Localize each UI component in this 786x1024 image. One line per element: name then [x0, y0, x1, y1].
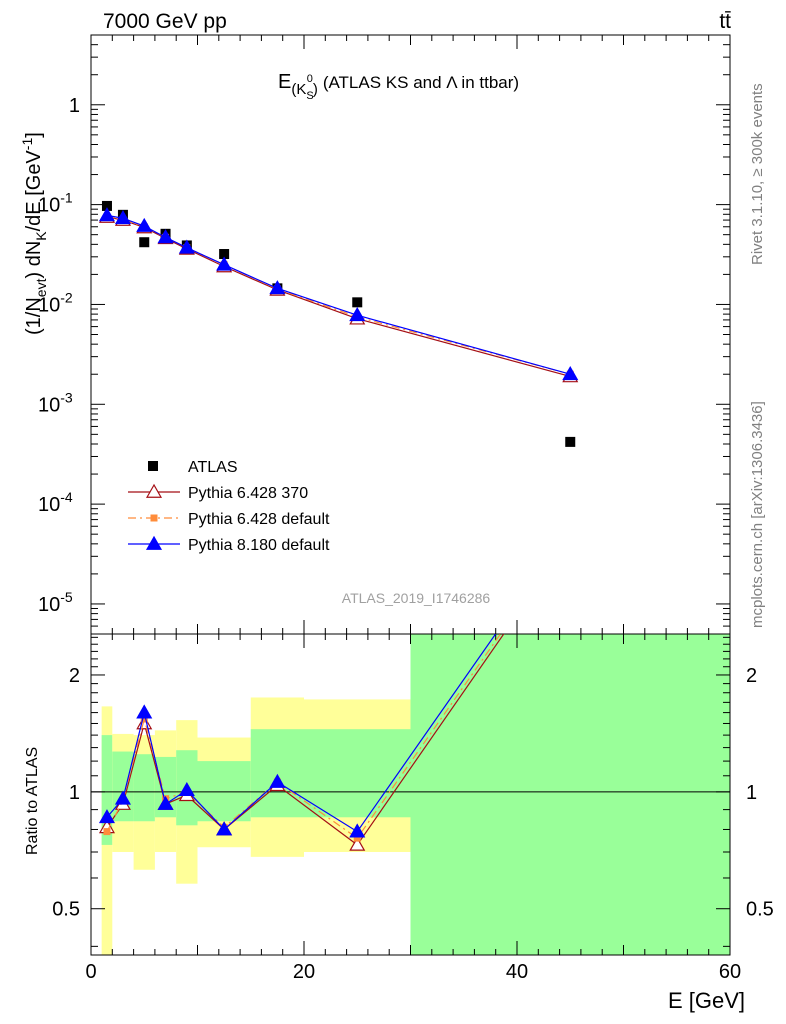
x-axis-label: E [GeV]	[668, 988, 745, 1013]
atlas-point	[139, 237, 150, 248]
rivet-label: Rivet 3.1.10, ≥ 300k events	[749, 83, 766, 265]
legend-marker	[150, 514, 158, 522]
py8-default-point	[349, 307, 366, 322]
py8-default-point	[216, 256, 233, 271]
band-inner	[304, 729, 411, 818]
ratio-y-tick-label: 1	[69, 782, 80, 804]
py8-default-point	[157, 229, 174, 244]
series-line	[106, 216, 571, 378]
main-series	[98, 200, 579, 447]
y-tick-label: 10-4	[38, 489, 73, 516]
x-tick-label: 0	[85, 961, 96, 983]
y-tick-label: 1	[69, 95, 80, 117]
ratio-py6-370-point	[349, 836, 366, 851]
ratio-py8-default-point	[157, 795, 174, 810]
legend-marker	[145, 535, 163, 550]
ratio-axis-label: Ratio to ATLAS	[24, 747, 41, 855]
plot-title: E(KS0) (ATLAS KS and Λ in ttbar)	[278, 71, 519, 102]
band-inner	[250, 729, 304, 818]
header-energy: 7000 GeV pp	[103, 10, 227, 33]
analysis-id: ATLAS_2019_I1746286	[342, 590, 491, 606]
band-inner	[410, 634, 730, 955]
atlas-point	[219, 249, 230, 260]
ratio-y-tick-label-right: 0.5	[746, 899, 774, 921]
band-inner	[101, 735, 113, 845]
py8-default-point	[562, 366, 579, 381]
ratio-series	[98, 634, 505, 851]
band-inner	[112, 751, 134, 822]
band-inner	[133, 754, 155, 822]
atlas-point	[565, 436, 576, 447]
atlas-point	[101, 200, 112, 211]
legend: ATLAS Pythia 6.428 370 Pythia 6.428 defaul…	[128, 459, 330, 554]
ratio-py8-default-point	[178, 781, 195, 797]
header-process: tt̄	[719, 10, 731, 33]
ratio-py6-default-point	[103, 828, 111, 836]
py8-default-point	[178, 239, 195, 254]
y-tick-label: 10-5	[38, 589, 73, 616]
ratio-py8-default-point	[349, 823, 366, 838]
x-tick-label: 60	[719, 961, 741, 983]
ratio-py8-default-point	[114, 790, 131, 805]
legend-marker	[145, 483, 163, 498]
ratio-y-tick-label-right: 1	[746, 782, 757, 804]
ratio-py6-default-point	[353, 834, 361, 842]
py8-default-point	[114, 210, 131, 225]
mcplots-label: mcplots.cern.ch [arXiv:1306.3436]	[749, 401, 766, 628]
legend-label: Pythia 6.428 370	[188, 485, 308, 502]
ratio-py8-default-point	[269, 773, 286, 788]
ratio-y-tick-label: 2	[69, 665, 80, 687]
main-frame	[90, 34, 731, 635]
legend-label: Pythia 8.180 default	[188, 537, 330, 554]
series-line	[106, 214, 571, 375]
py8-default-point	[98, 207, 116, 222]
ratio-py8-default-point	[216, 821, 233, 836]
y-axis-label: (1/Nevt) dNK/dE [GeV-1]	[19, 132, 49, 335]
ratio-py8-default-point	[136, 704, 153, 719]
atlas-point	[352, 297, 363, 308]
ratio-y-tick-label-right: 2	[746, 665, 757, 687]
x-tick-label: 20	[293, 961, 315, 983]
ratio-y-tick-label: 0.5	[52, 899, 80, 921]
series-line	[106, 215, 571, 375]
y-tick-label: 10-3	[38, 389, 73, 416]
legend-label: ATLAS	[188, 459, 238, 476]
ratio-py6-default-point	[140, 715, 148, 723]
ratio-py8-default-point	[98, 809, 116, 824]
legend-marker-atlas	[148, 461, 158, 471]
x-tick-label: 40	[506, 961, 528, 983]
legend-label: Pythia 6.428 default	[188, 511, 330, 528]
py8-default-point	[136, 217, 153, 232]
py8-default-point	[269, 280, 286, 295]
